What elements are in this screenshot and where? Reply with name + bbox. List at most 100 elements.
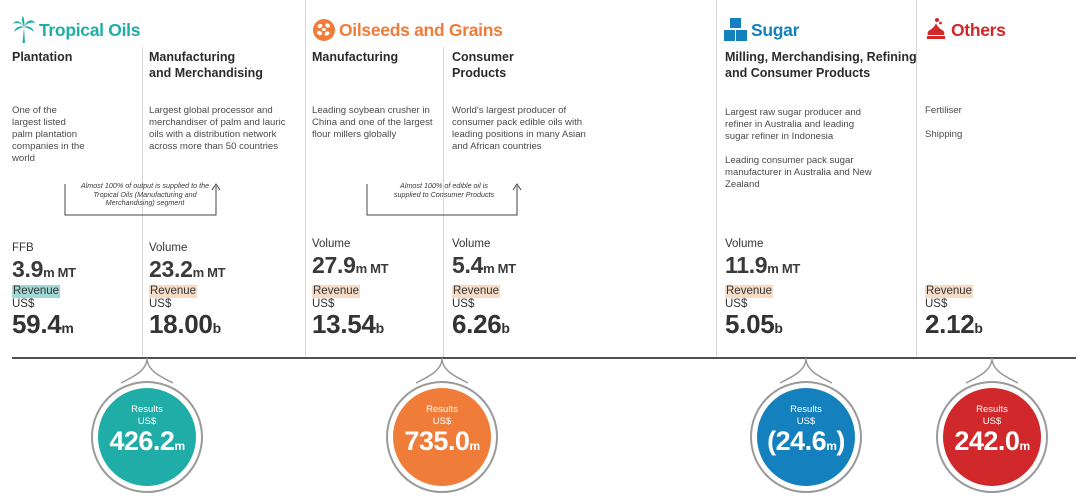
revenue-number: 6.26 bbox=[452, 309, 502, 339]
tropical-oils-title: Tropical Oils bbox=[12, 14, 140, 46]
consumer-products-revenue-label: Revenue bbox=[452, 285, 501, 298]
result-close-paren: ) bbox=[836, 426, 845, 456]
result-value: 735.0m bbox=[393, 426, 491, 457]
heading-line: Milling, Merchandising, Refining bbox=[725, 50, 917, 64]
grains-icon bbox=[312, 16, 336, 44]
description-text: Fertiliser bbox=[925, 105, 962, 116]
oilseeds-manufacturing-metric-label: Volume bbox=[312, 238, 351, 250]
description-text: Leading consumer pack sugar manufacturer… bbox=[725, 155, 872, 190]
result-circle: Results US$ 242.0m bbox=[943, 388, 1041, 486]
oilseeds-manufacturing-metric-value: 27.9m MT bbox=[312, 252, 389, 279]
revenue-number: 13.54 bbox=[312, 309, 376, 339]
sugar-cubes-icon bbox=[724, 16, 748, 44]
result-number: 735.0 bbox=[404, 426, 470, 456]
oilseeds-result-hanger bbox=[415, 358, 469, 384]
result-unit: m bbox=[469, 439, 480, 453]
currency-label: US$ bbox=[982, 416, 1002, 427]
metric-unit: m MT bbox=[355, 261, 389, 276]
others-results-badge: Results US$ 242.0m bbox=[936, 381, 1048, 493]
others-revenue-value: 2.12b bbox=[925, 309, 983, 340]
oilseeds-results-badge: Results US$ 735.0m bbox=[386, 381, 498, 493]
revenue-unit: b bbox=[774, 320, 783, 336]
metric-number: 23.2 bbox=[149, 256, 193, 282]
divider-tropical-columns bbox=[142, 47, 143, 357]
metric-number: 3.9 bbox=[12, 256, 44, 282]
tropical-manufacturing-revenue-label: Revenue bbox=[149, 285, 198, 298]
divider-oilseeds-columns bbox=[443, 47, 444, 357]
revenue-unit: m bbox=[61, 320, 74, 336]
description-text: Shipping bbox=[925, 129, 963, 140]
sugar-results-badge: Results US$ (24.6m) bbox=[750, 381, 862, 493]
metric-number: 27.9 bbox=[312, 252, 356, 278]
consumer-products-metric-value: 5.4m MT bbox=[452, 252, 516, 279]
metric-unit: m MT bbox=[192, 265, 226, 280]
palm-tree-icon bbox=[12, 16, 36, 44]
plantation-metric-label: FFB bbox=[12, 242, 34, 254]
others-icon bbox=[924, 16, 948, 44]
currency-label: US$ bbox=[796, 416, 816, 427]
result-unit: m bbox=[1019, 439, 1030, 453]
metric-unit: m MT bbox=[483, 261, 516, 276]
revenue-unit: b bbox=[375, 320, 385, 336]
result-unit: m bbox=[826, 439, 837, 453]
heading-line: and Merchandising bbox=[149, 65, 263, 80]
description-text: Leading soybean crusher in China and one… bbox=[312, 105, 433, 140]
heading-line: Manufacturing bbox=[149, 50, 236, 64]
column-heading-sugar: Milling, Merchandising, Refining and Con… bbox=[725, 50, 917, 81]
others-revenue-label: Revenue bbox=[925, 285, 974, 298]
oilseeds-title: Oilseeds and Grains bbox=[312, 14, 503, 46]
others-result-hanger bbox=[965, 358, 1019, 384]
tropical-manufacturing-metric-value: 23.2m MT bbox=[149, 256, 226, 283]
metric-number: 5.4 bbox=[452, 252, 484, 278]
tropical-manufacturing-currency: US$ bbox=[149, 298, 172, 310]
currency-label: US$ bbox=[432, 416, 452, 427]
revenue-number: 59.4 bbox=[12, 309, 62, 339]
sugar-metric-value: 11.9m MT bbox=[725, 252, 800, 279]
plantation-description: One of the largest listed palm plantatio… bbox=[12, 105, 86, 177]
oilseeds-manufacturing-currency: US$ bbox=[312, 298, 335, 310]
description-text: Largest global processor and merchandise… bbox=[149, 105, 286, 152]
oilseeds-manufacturing-description: Leading soybean crusher in China and one… bbox=[312, 105, 440, 153]
others-currency: US$ bbox=[925, 298, 948, 310]
others-label: Others bbox=[951, 19, 1006, 40]
currency-label: US$ bbox=[137, 416, 157, 427]
metric-unit: m MT bbox=[767, 261, 801, 276]
result-number: 426.2 bbox=[109, 426, 175, 456]
revenue-unit: b bbox=[974, 320, 983, 336]
results-label: Results bbox=[976, 404, 1008, 415]
divider-sugar-others bbox=[916, 0, 917, 357]
divider-tropical-oilseeds bbox=[305, 0, 306, 357]
oilseeds-supply-bracket bbox=[366, 183, 522, 216]
oilseeds-label: Oilseeds and Grains bbox=[339, 19, 503, 40]
sugar-revenue-label: Revenue bbox=[725, 285, 774, 298]
result-circle: Results US$ 735.0m bbox=[393, 388, 491, 486]
sugar-currency: US$ bbox=[725, 298, 748, 310]
results-label: Results bbox=[790, 404, 822, 415]
result-value: 426.2m bbox=[98, 426, 196, 457]
result-number: 242.0 bbox=[954, 426, 1020, 456]
result-circle: Results US$ (24.6m) bbox=[757, 388, 855, 486]
oilseeds-supply-note: Almost 100% of edible oil is supplied to… bbox=[393, 181, 495, 199]
result-number: (24.6 bbox=[767, 426, 827, 456]
sugar-description: Largest raw sugar producer and refiner i… bbox=[725, 107, 875, 203]
heading-line: and Consumer Products bbox=[725, 65, 871, 80]
column-heading-oilseeds-manufacturing: Manufacturing bbox=[312, 50, 398, 66]
tropical-result-hanger bbox=[120, 358, 174, 384]
tropical-manufacturing-metric-label: Volume bbox=[149, 242, 188, 254]
metric-number: 11.9 bbox=[725, 252, 768, 278]
description-text: Largest raw sugar producer and refiner i… bbox=[725, 107, 861, 142]
results-label: Results bbox=[426, 404, 458, 415]
description-text: One of the largest listed palm plantatio… bbox=[12, 105, 85, 164]
consumer-products-description: World's largest producer of consumer pac… bbox=[452, 105, 587, 165]
consumer-products-currency: US$ bbox=[452, 298, 475, 310]
revenue-number: 2.12 bbox=[925, 309, 975, 339]
tropical-supply-note: Almost 100% of output is supplied to the… bbox=[80, 181, 210, 208]
divider-oilseeds-sugar bbox=[716, 0, 717, 357]
plantation-metric-value: 3.9m MT bbox=[12, 256, 76, 283]
result-value: 242.0m bbox=[943, 426, 1041, 457]
tropical-manufacturing-revenue-value: 18.00b bbox=[149, 309, 221, 340]
consumer-products-revenue-value: 6.26b bbox=[452, 309, 510, 340]
others-description: Fertiliser Shipping bbox=[925, 105, 1025, 153]
column-heading-plantation: Plantation bbox=[12, 50, 72, 66]
heading-line: Consumer bbox=[452, 50, 514, 64]
